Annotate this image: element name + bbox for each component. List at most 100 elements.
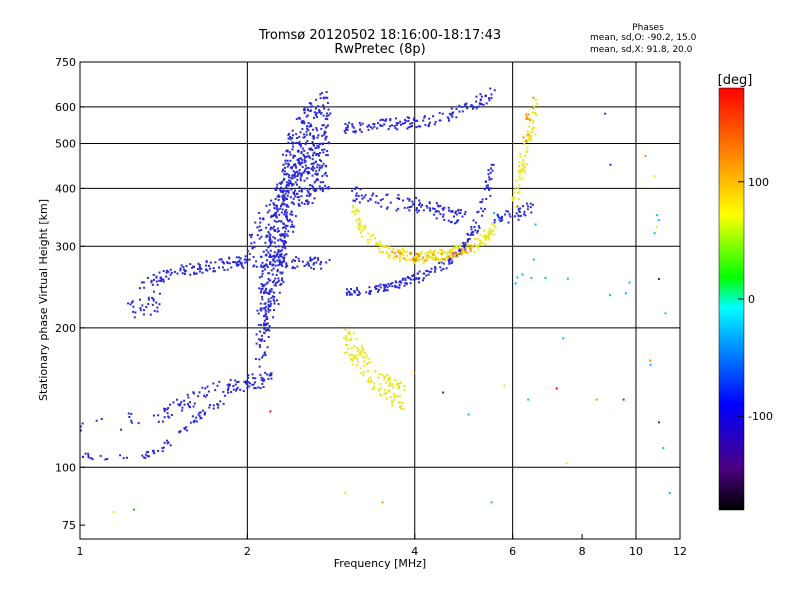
data-point bbox=[382, 119, 385, 122]
data-point bbox=[488, 188, 491, 191]
data-point bbox=[368, 290, 371, 293]
data-point bbox=[279, 253, 282, 256]
data-point bbox=[289, 181, 292, 184]
data-point bbox=[497, 215, 500, 218]
data-point bbox=[229, 379, 232, 382]
data-point bbox=[379, 383, 382, 386]
data-point bbox=[463, 249, 466, 252]
data-point bbox=[87, 452, 90, 455]
data-point bbox=[442, 213, 445, 216]
data-point bbox=[305, 133, 308, 136]
data-point bbox=[445, 267, 448, 270]
data-point bbox=[381, 198, 384, 201]
data-point bbox=[354, 130, 357, 133]
data-point bbox=[397, 401, 400, 404]
x-tick-label: 6 bbox=[509, 545, 516, 558]
data-point bbox=[311, 105, 314, 108]
data-point bbox=[493, 221, 496, 224]
data-point bbox=[529, 131, 532, 134]
data-point bbox=[234, 379, 237, 382]
data-point bbox=[523, 154, 526, 157]
data-point bbox=[193, 271, 196, 274]
data-point bbox=[318, 159, 321, 162]
data-point bbox=[133, 316, 136, 319]
data-point bbox=[427, 253, 430, 256]
data-point bbox=[226, 389, 229, 392]
data-point bbox=[192, 405, 195, 408]
data-point bbox=[404, 282, 407, 285]
data-point bbox=[470, 244, 473, 247]
data-point bbox=[358, 201, 361, 204]
data-point bbox=[389, 125, 392, 128]
data-point bbox=[371, 388, 374, 391]
data-point bbox=[519, 152, 522, 155]
data-point bbox=[309, 132, 312, 135]
data-point bbox=[272, 259, 275, 262]
data-point bbox=[364, 226, 367, 229]
data-point bbox=[290, 137, 293, 140]
data-point bbox=[447, 259, 450, 262]
data-point bbox=[350, 288, 353, 291]
data-point bbox=[294, 189, 297, 192]
data-point bbox=[289, 225, 292, 228]
data-point bbox=[520, 168, 523, 171]
data-point bbox=[178, 404, 181, 407]
data-point bbox=[472, 233, 475, 236]
data-point bbox=[268, 255, 271, 258]
data-point bbox=[184, 269, 187, 272]
data-point bbox=[403, 118, 406, 121]
data-point bbox=[84, 452, 87, 455]
data-point bbox=[489, 171, 492, 174]
data-point bbox=[157, 420, 160, 423]
data-point bbox=[479, 93, 482, 96]
data-point bbox=[450, 257, 453, 260]
data-point bbox=[261, 287, 264, 290]
data-point bbox=[478, 226, 481, 229]
data-point bbox=[186, 429, 189, 432]
data-point bbox=[391, 403, 394, 406]
data-point bbox=[281, 277, 284, 280]
data-point bbox=[443, 258, 446, 261]
data-point bbox=[320, 166, 323, 169]
data-point bbox=[394, 378, 397, 381]
data-point bbox=[488, 236, 491, 239]
data-point bbox=[312, 128, 315, 131]
data-point bbox=[349, 358, 352, 361]
data-point bbox=[402, 199, 405, 202]
data-point bbox=[399, 401, 402, 404]
data-point bbox=[248, 234, 251, 237]
data-point bbox=[128, 415, 131, 418]
data-point bbox=[351, 363, 354, 366]
data-point bbox=[351, 189, 354, 192]
data-point bbox=[349, 292, 352, 295]
data-point bbox=[315, 98, 318, 101]
data-point bbox=[262, 322, 265, 325]
data-point bbox=[296, 142, 299, 145]
data-point bbox=[343, 351, 346, 354]
data-point bbox=[272, 298, 275, 301]
data-point bbox=[434, 268, 437, 271]
data-point bbox=[484, 243, 487, 246]
data-point bbox=[356, 360, 359, 363]
data-point bbox=[285, 253, 288, 256]
data-point bbox=[267, 246, 270, 249]
data-point bbox=[489, 194, 492, 197]
data-point bbox=[393, 395, 396, 398]
data-point bbox=[180, 264, 183, 267]
data-point bbox=[298, 117, 301, 120]
data-point bbox=[326, 124, 329, 127]
data-point bbox=[150, 279, 153, 282]
data-point bbox=[379, 119, 382, 122]
data-point bbox=[303, 133, 306, 136]
data-point bbox=[359, 367, 362, 370]
data-point bbox=[277, 264, 280, 267]
data-point bbox=[323, 132, 326, 135]
data-point bbox=[370, 381, 373, 384]
data-point bbox=[518, 184, 521, 187]
data-point bbox=[166, 412, 169, 415]
data-point bbox=[361, 197, 364, 200]
data-point bbox=[298, 143, 301, 146]
data-point bbox=[356, 288, 359, 291]
data-point bbox=[439, 204, 442, 207]
data-point bbox=[358, 218, 361, 221]
